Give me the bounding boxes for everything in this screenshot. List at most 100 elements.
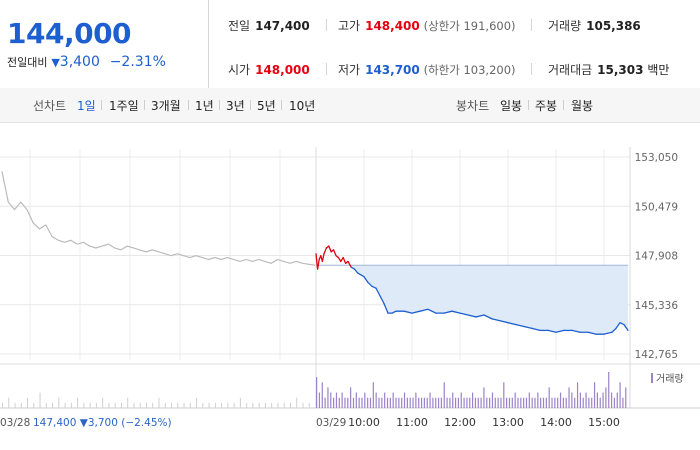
x-tick-label: 14:00 xyxy=(540,416,572,429)
prev-close-value: 147,400 xyxy=(255,19,310,33)
change-amount: 3,400 xyxy=(59,54,100,70)
volume-bar xyxy=(582,397,584,408)
volume-bar xyxy=(412,397,414,408)
quote-summary: 144,000 전일대비 ▼3,400 −2.31% 전일 147,400 고가 1… xyxy=(0,0,700,89)
volume-bar xyxy=(89,402,91,408)
volume-bar xyxy=(214,402,216,408)
volume-bar xyxy=(158,397,160,408)
volume-bar xyxy=(316,377,318,408)
volume-bar xyxy=(528,392,530,408)
volume-bar xyxy=(616,392,618,408)
range-daily[interactable]: 일봉 xyxy=(500,99,523,113)
price-line-segment xyxy=(619,322,625,326)
upper-limit: (상한가 191,600) xyxy=(423,19,516,33)
low-label: 저가 xyxy=(338,63,361,77)
range-3m[interactable]: 3개월 xyxy=(151,99,181,113)
volume-bar xyxy=(457,397,460,408)
volume-bar xyxy=(177,402,179,408)
volume-bar xyxy=(361,397,363,408)
price-line-segment xyxy=(623,323,629,331)
volume-bar xyxy=(469,397,471,408)
volume-bar xyxy=(369,397,372,408)
volume-bar xyxy=(264,402,266,408)
volume-bar xyxy=(283,402,285,408)
volume-bar xyxy=(358,397,360,408)
price-line-segment xyxy=(419,308,429,312)
volume-bar xyxy=(375,392,377,408)
line-chart-label: 선차트 xyxy=(33,99,67,113)
volume-bar xyxy=(308,402,310,408)
divider xyxy=(531,19,532,31)
volume-bar xyxy=(139,402,141,408)
volume-legend-label: 거래량 xyxy=(656,373,684,385)
volume-bar xyxy=(497,397,499,408)
volume-bar xyxy=(596,392,598,408)
range-5y[interactable]: 5년 xyxy=(257,99,276,113)
volume-bar xyxy=(568,387,570,408)
range-10y[interactable]: 10년 xyxy=(289,99,316,113)
range-1y[interactable]: 1년 xyxy=(195,99,214,113)
volume-bar xyxy=(449,397,451,408)
volume-bar xyxy=(579,392,581,408)
price-line-segment xyxy=(499,320,509,324)
volume-bar xyxy=(127,397,129,408)
range-1d[interactable]: 1일 xyxy=(77,99,96,113)
volume-bar xyxy=(503,382,505,408)
price-line-segment xyxy=(367,281,373,287)
divider xyxy=(326,63,327,75)
volume-bar xyxy=(333,397,335,408)
divider xyxy=(531,63,532,75)
divider xyxy=(188,100,189,110)
volume-bar xyxy=(562,397,564,408)
volume-bar xyxy=(330,392,332,408)
volume-bar xyxy=(208,402,210,408)
price-line-segment xyxy=(363,276,369,284)
price-line-segment xyxy=(337,256,342,263)
volume-bar xyxy=(443,382,445,408)
range-weekly[interactable]: 주봉 xyxy=(535,99,558,113)
volume-bar xyxy=(591,397,593,408)
price-chart[interactable]: 153,050 150,479 147,908 145,336 142,765 거래량 03… xyxy=(0,122,700,450)
volume-bar xyxy=(39,392,41,408)
volume-bar xyxy=(378,397,380,408)
volume-bar xyxy=(494,397,496,408)
volume-bar xyxy=(302,402,304,408)
volume-bar xyxy=(423,397,425,408)
volume-bar xyxy=(14,402,16,408)
price-line-segment xyxy=(353,268,359,274)
volume-bar xyxy=(622,397,624,408)
price-line-segment xyxy=(587,331,597,335)
price-line-segment xyxy=(615,322,621,330)
divider xyxy=(281,100,282,110)
divider xyxy=(101,100,102,110)
volume-bar xyxy=(384,392,386,408)
volume-bar xyxy=(277,402,279,408)
prev-close-label: 전일 xyxy=(228,19,251,33)
volume-bar xyxy=(196,397,198,408)
y-tick-label: 150,479 xyxy=(635,201,678,213)
price-line-segment xyxy=(347,260,352,268)
price-line-segment xyxy=(491,318,501,322)
range-monthly[interactable]: 월봉 xyxy=(571,99,594,113)
range-1w[interactable]: 1주일 xyxy=(109,99,139,113)
volume-bar xyxy=(27,397,29,408)
price-box: 144,000 전일대비 ▼3,400 −2.31% xyxy=(0,0,209,88)
volume-bar xyxy=(335,392,338,408)
below-reference-fill xyxy=(316,265,628,335)
price-line-segment xyxy=(316,258,320,270)
volume-bar xyxy=(437,397,440,408)
volume-bar xyxy=(523,397,525,408)
volume-bar xyxy=(318,392,321,408)
range-3y[interactable]: 3년 xyxy=(226,99,245,113)
volume-bar xyxy=(258,402,260,408)
volume-bar xyxy=(406,397,408,408)
volume-bar xyxy=(593,382,596,408)
price-line-segment xyxy=(555,329,565,333)
volume-bar xyxy=(483,387,485,408)
volume-bar xyxy=(133,402,135,408)
divider xyxy=(219,100,220,110)
high-value: 148,400 xyxy=(365,19,420,33)
price-line-segment xyxy=(391,310,397,314)
volume-bar xyxy=(474,397,477,408)
volume-bar xyxy=(183,402,185,408)
